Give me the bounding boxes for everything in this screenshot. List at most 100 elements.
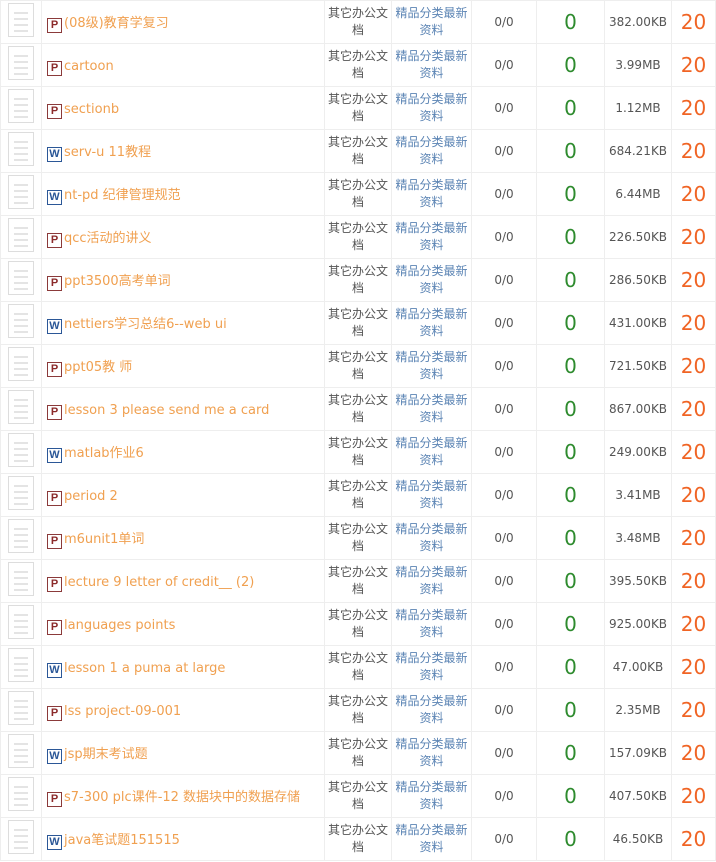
subcategory-link[interactable]: 精品分类最新资料 bbox=[391, 731, 472, 775]
points-cost: 20 bbox=[671, 43, 716, 87]
document-thumbnail-icon[interactable] bbox=[8, 261, 34, 295]
rating-cell: 0/0 bbox=[471, 215, 537, 259]
category-cell: 其它办公文档 bbox=[324, 301, 392, 345]
document-thumbnail-icon[interactable] bbox=[8, 175, 34, 209]
document-title-link[interactable]: nettiers学习总结6--web ui bbox=[64, 316, 227, 332]
document-title-link[interactable]: matlab作业6 bbox=[64, 445, 144, 461]
subcategory-link[interactable]: 精品分类最新资料 bbox=[391, 215, 472, 259]
subcategory-link[interactable]: 精品分类最新资料 bbox=[391, 473, 472, 517]
document-title-link[interactable]: qcc活动的讲义 bbox=[64, 230, 152, 246]
thumbnail-cell bbox=[0, 688, 42, 732]
subcategory-link[interactable]: 精品分类最新资料 bbox=[391, 0, 472, 44]
subcategory-link[interactable]: 精品分类最新资料 bbox=[391, 516, 472, 560]
rating-cell: 0/0 bbox=[471, 731, 537, 775]
subcategory-link[interactable]: 精品分类最新资料 bbox=[391, 258, 472, 302]
subcategory-link[interactable]: 精品分类最新资料 bbox=[391, 43, 472, 87]
powerpoint-file-icon: P bbox=[47, 404, 62, 420]
downloads-count: 0 bbox=[536, 172, 605, 216]
thumbnail-cell bbox=[0, 516, 42, 560]
document-thumbnail-icon[interactable] bbox=[8, 777, 34, 811]
document-thumbnail-icon[interactable] bbox=[8, 605, 34, 639]
document-title-link[interactable]: jsp期末考试题 bbox=[64, 746, 148, 762]
document-thumbnail-icon[interactable] bbox=[8, 433, 34, 467]
powerpoint-file-icon: P bbox=[47, 791, 62, 807]
downloads-count: 0 bbox=[536, 258, 605, 302]
document-title-link[interactable]: period 2 bbox=[64, 488, 118, 504]
file-size: 3.99MB bbox=[604, 43, 672, 87]
document-thumbnail-icon[interactable] bbox=[8, 3, 34, 37]
subcategory-link[interactable]: 精品分类最新资料 bbox=[391, 387, 472, 431]
file-size: 226.50KB bbox=[604, 215, 672, 259]
document-thumbnail-icon[interactable] bbox=[8, 734, 34, 768]
document-thumbnail-icon[interactable] bbox=[8, 132, 34, 166]
powerpoint-file-icon: P bbox=[47, 17, 62, 33]
document-title-link[interactable]: m6unit1单词 bbox=[64, 531, 145, 547]
rating-cell: 0/0 bbox=[471, 688, 537, 732]
document-thumbnail-icon[interactable] bbox=[8, 89, 34, 123]
powerpoint-file-icon: P bbox=[47, 705, 62, 721]
document-title-link[interactable]: serv-u 11教程 bbox=[64, 144, 152, 160]
subcategory-link[interactable]: 精品分类最新资料 bbox=[391, 430, 472, 474]
points-cost: 20 bbox=[671, 258, 716, 302]
subcategory-link[interactable]: 精品分类最新资料 bbox=[391, 688, 472, 732]
document-title-link[interactable]: lecture 9 letter of credit__ (2) bbox=[64, 574, 255, 590]
document-thumbnail-icon[interactable] bbox=[8, 390, 34, 424]
rating-cell: 0/0 bbox=[471, 473, 537, 517]
document-thumbnail-icon[interactable] bbox=[8, 691, 34, 725]
document-title-link[interactable]: java笔试题151515 bbox=[64, 832, 180, 848]
subcategory-link[interactable]: 精品分类最新资料 bbox=[391, 301, 472, 345]
document-title-link[interactable]: nt-pd 纪律管理规范 bbox=[64, 187, 181, 203]
document-thumbnail-icon[interactable] bbox=[8, 476, 34, 510]
subcategory-link[interactable]: 精品分类最新资料 bbox=[391, 86, 472, 130]
downloads-count: 0 bbox=[536, 215, 605, 259]
word-file-icon: W bbox=[47, 748, 62, 764]
document-title-link[interactable]: lesson 1 a puma at large bbox=[64, 660, 226, 676]
category-cell: 其它办公文档 bbox=[324, 559, 392, 603]
subcategory-link[interactable]: 精品分类最新资料 bbox=[391, 774, 472, 818]
subcategory-link[interactable]: 精品分类最新资料 bbox=[391, 602, 472, 646]
document-title-link[interactable]: (08级)教育学复习 bbox=[64, 15, 169, 31]
subcategory-link[interactable]: 精品分类最新资料 bbox=[391, 344, 472, 388]
thumbnail-cell bbox=[0, 129, 42, 173]
subcategory-link[interactable]: 精品分类最新资料 bbox=[391, 559, 472, 603]
document-title-link[interactable]: languages points bbox=[64, 617, 176, 633]
document-title-link[interactable]: cartoon bbox=[64, 58, 114, 74]
points-cost: 20 bbox=[671, 688, 716, 732]
document-title-link[interactable]: ppt05教 师 bbox=[64, 359, 133, 375]
document-thumbnail-icon[interactable] bbox=[8, 562, 34, 596]
category-cell: 其它办公文档 bbox=[324, 774, 392, 818]
document-title-link[interactable]: lesson 3 please send me a card bbox=[64, 402, 270, 418]
category-cell: 其它办公文档 bbox=[324, 0, 392, 44]
points-cost: 20 bbox=[671, 344, 716, 388]
downloads-count: 0 bbox=[536, 774, 605, 818]
document-thumbnail-icon[interactable] bbox=[8, 218, 34, 252]
points-cost: 20 bbox=[671, 473, 716, 517]
document-thumbnail-icon[interactable] bbox=[8, 347, 34, 381]
subcategory-link[interactable]: 精品分类最新资料 bbox=[391, 129, 472, 173]
thumbnail-cell bbox=[0, 817, 42, 861]
document-title-link[interactable]: lss project-09-001 bbox=[64, 703, 182, 719]
document-thumbnail-icon[interactable] bbox=[8, 648, 34, 682]
document-title-link[interactable]: s7-300 plc课件-12 数据块中的数据存储 bbox=[64, 789, 301, 805]
document-thumbnail-icon[interactable] bbox=[8, 304, 34, 338]
subcategory-link[interactable]: 精品分类最新资料 bbox=[391, 817, 472, 861]
document-thumbnail-icon[interactable] bbox=[8, 46, 34, 80]
document-thumbnail-icon[interactable] bbox=[8, 519, 34, 553]
document-thumbnail-icon[interactable] bbox=[8, 820, 34, 854]
subcategory-link[interactable]: 精品分类最新资料 bbox=[391, 645, 472, 689]
subcategory-link[interactable]: 精品分类最新资料 bbox=[391, 172, 472, 216]
document-title-link[interactable]: sectionb bbox=[64, 101, 120, 117]
rating-cell: 0/0 bbox=[471, 129, 537, 173]
rating-cell: 0/0 bbox=[471, 301, 537, 345]
points-cost: 20 bbox=[671, 172, 716, 216]
points-cost: 20 bbox=[671, 0, 716, 44]
rating-cell: 0/0 bbox=[471, 43, 537, 87]
document-title-link[interactable]: ppt3500高考单词 bbox=[64, 273, 171, 289]
